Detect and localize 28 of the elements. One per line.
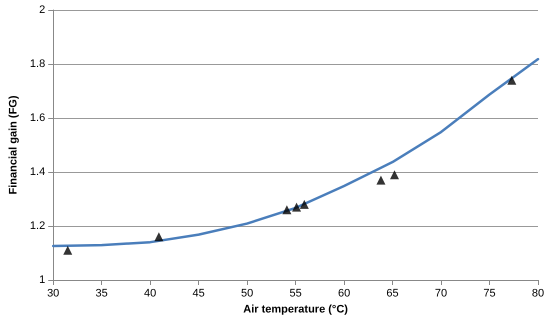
x-tick-label: 30 — [47, 288, 60, 300]
point — [63, 246, 72, 255]
point — [376, 176, 386, 185]
x-tick-label: 45 — [192, 288, 205, 300]
point — [282, 205, 292, 214]
x-tick-label: 60 — [338, 288, 350, 300]
y-tick-label: 1.8 — [30, 58, 46, 70]
point — [292, 202, 302, 212]
x-tick-label: 40 — [144, 288, 156, 300]
y-tick-label: 1.6 — [30, 112, 46, 124]
x-tick-label: 70 — [434, 288, 448, 300]
x-tick-label: 55 — [289, 288, 302, 300]
x-tick-label: 80 — [532, 288, 544, 300]
x-tick-label: 75 — [483, 288, 496, 300]
point — [154, 232, 164, 242]
x-tick-label: 65 — [386, 288, 399, 300]
y-tick-label: 1 — [39, 274, 46, 286]
y-tick-label: 1.4 — [30, 166, 46, 178]
y-tick-label: 2 — [39, 4, 46, 16]
x-axis-title: Air temperature (°C) — [243, 304, 348, 316]
y-axis-title: Financial gain (FG) — [8, 95, 20, 195]
point — [507, 76, 516, 85]
line-series — [52, 58, 540, 248]
point — [390, 170, 399, 180]
point — [300, 200, 309, 209]
x-tick-label: 35 — [96, 288, 108, 300]
y-tick-label: 1.2 — [30, 220, 46, 232]
x-tick-label: 50 — [240, 288, 254, 300]
